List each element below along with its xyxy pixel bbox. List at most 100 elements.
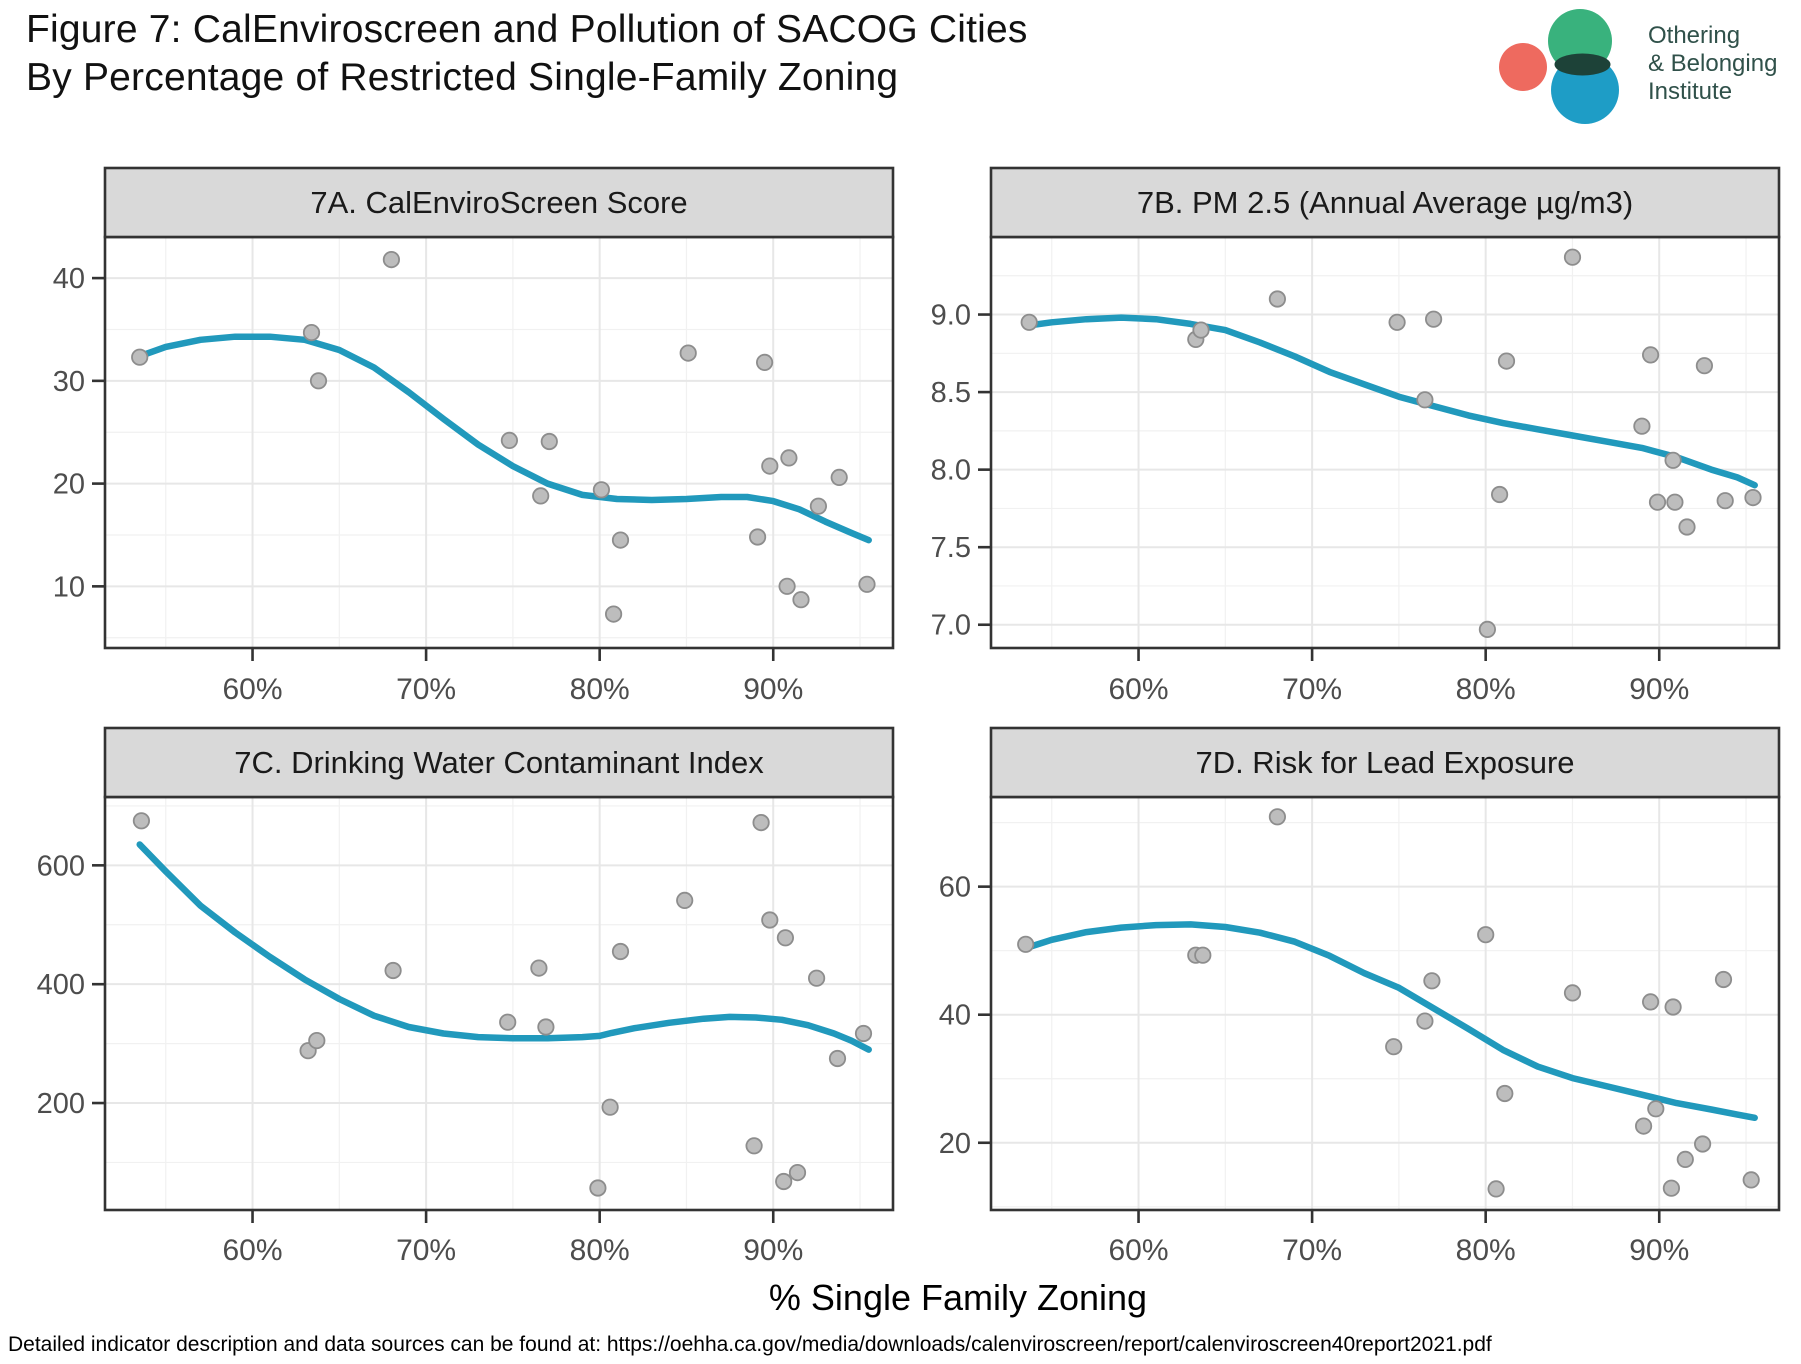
x-tick-label: 70% bbox=[1282, 1234, 1342, 1267]
data-point bbox=[1563, 984, 1582, 1002]
figure-panels-svg: 7A. CalEnviroScreen Score 60% 70% 80% 90% 10 2… bbox=[37, 166, 1781, 1318]
strip-title: 7D. Risk for Lead Exposure bbox=[1195, 745, 1574, 780]
data-point bbox=[131, 348, 149, 366]
logo-salmon-circle-icon bbox=[1499, 43, 1547, 91]
data-point bbox=[530, 959, 548, 977]
data-point bbox=[830, 468, 848, 486]
panel-7a: 7A. CalEnviroScreen Score 60% 70% 80% 90% 10 2… bbox=[53, 166, 895, 706]
data-point bbox=[499, 1013, 517, 1031]
data-point bbox=[1268, 290, 1287, 308]
data-point bbox=[1487, 1180, 1505, 1198]
data-point bbox=[809, 497, 828, 515]
figure-title-line2: By Percentage of Restricted Single-Famil… bbox=[26, 55, 899, 99]
obi-logo-icon bbox=[1499, 9, 1619, 124]
data-point bbox=[1744, 488, 1762, 507]
data-point bbox=[1477, 926, 1495, 944]
logo-overlap-shape bbox=[1554, 53, 1611, 76]
plot-background bbox=[105, 797, 893, 1210]
data-point bbox=[1642, 346, 1660, 364]
x-tick-label: 60% bbox=[1109, 1234, 1169, 1267]
data-point bbox=[1194, 946, 1212, 964]
data-point bbox=[761, 457, 779, 475]
y-tick-label: 7.5 bbox=[931, 532, 971, 564]
strip-background bbox=[989, 166, 1781, 239]
data-point bbox=[1662, 1179, 1681, 1197]
data-point bbox=[1714, 970, 1733, 989]
obi-logo-line2: & Belonging bbox=[1648, 50, 1778, 77]
y-tick-label: 400 bbox=[37, 969, 85, 1001]
data-point bbox=[1192, 321, 1210, 339]
y-tick-label: 10 bbox=[53, 571, 85, 603]
data-point bbox=[1694, 1135, 1712, 1153]
data-point bbox=[1478, 620, 1497, 638]
data-point bbox=[1563, 248, 1582, 266]
plot-background bbox=[991, 797, 1779, 1210]
x-tick-label: 80% bbox=[570, 673, 630, 706]
data-point bbox=[745, 1137, 763, 1155]
data-point bbox=[604, 605, 623, 623]
obi-logo-text: Othering & Belonging Institute bbox=[1648, 22, 1777, 106]
data-point bbox=[540, 432, 558, 451]
data-point bbox=[1017, 935, 1035, 953]
x-tick-label: 60% bbox=[1109, 673, 1169, 706]
data-point bbox=[1633, 417, 1651, 435]
data-point bbox=[611, 531, 630, 549]
data-point bbox=[537, 1018, 555, 1036]
loess-line bbox=[136, 333, 872, 544]
y-tick-label: 40 bbox=[939, 1000, 971, 1032]
data-point bbox=[775, 1172, 793, 1191]
data-point bbox=[1642, 993, 1660, 1011]
obi-logo-line3: Institute bbox=[1648, 78, 1733, 105]
footer-source-note: Detailed indicator description and data … bbox=[8, 1333, 1492, 1356]
data-point bbox=[1695, 357, 1714, 375]
data-point bbox=[1388, 313, 1406, 331]
data-point bbox=[1416, 391, 1434, 409]
y-tick-label: 600 bbox=[37, 850, 85, 882]
data-point bbox=[1496, 1084, 1514, 1103]
figure-title-line1: Figure 7: CalEnviroscreen and Pollution … bbox=[26, 8, 1028, 51]
data-point bbox=[1425, 310, 1443, 328]
data-point bbox=[1678, 518, 1696, 536]
x-tick-label: 70% bbox=[396, 1234, 456, 1267]
x-tick-label: 70% bbox=[396, 673, 456, 706]
panel-7d: 7D. Risk for Lead Exposure 60% 70% 80% 90% 20… bbox=[939, 726, 1781, 1267]
data-point bbox=[755, 353, 774, 371]
data-point bbox=[828, 1049, 847, 1068]
data-point bbox=[500, 431, 518, 449]
y-tick-label: 20 bbox=[939, 1128, 971, 1160]
data-point bbox=[1635, 1117, 1653, 1135]
y-tick-label: 60 bbox=[939, 872, 971, 904]
data-point bbox=[788, 1163, 807, 1182]
x-tick-label: 70% bbox=[1282, 673, 1342, 706]
data-point bbox=[761, 911, 779, 929]
x-tick-label: 90% bbox=[743, 1234, 803, 1267]
plot-background bbox=[105, 237, 893, 648]
data-point bbox=[1648, 493, 1667, 511]
x-tick-label: 90% bbox=[743, 673, 803, 706]
data-point bbox=[601, 1098, 619, 1116]
data-point bbox=[807, 969, 826, 987]
panel-7c: 7C. Drinking Water Contaminant Index 60% 7… bbox=[37, 726, 895, 1267]
plot-background bbox=[991, 237, 1779, 648]
data-point bbox=[1416, 1012, 1434, 1030]
loess-line bbox=[136, 841, 872, 1053]
x-tick-label: 60% bbox=[223, 673, 283, 706]
loess-line bbox=[1022, 921, 1758, 1122]
x-tick-label: 80% bbox=[1456, 1234, 1516, 1267]
strip-title: 7C. Drinking Water Contaminant Index bbox=[234, 745, 764, 780]
y-tick-label: 9.0 bbox=[931, 300, 971, 332]
data-point bbox=[309, 372, 328, 390]
data-point bbox=[778, 577, 796, 595]
data-point bbox=[1676, 1150, 1694, 1169]
strip-title: 7B. PM 2.5 (Annual Average µg/m3) bbox=[1137, 185, 1633, 220]
x-tick-label: 80% bbox=[1456, 673, 1516, 706]
data-point bbox=[1664, 451, 1682, 469]
data-point bbox=[1491, 485, 1509, 504]
data-point bbox=[382, 251, 400, 269]
strip-background bbox=[989, 726, 1781, 799]
loess-line bbox=[1025, 314, 1758, 489]
x-tick-label: 60% bbox=[223, 1234, 283, 1267]
data-point bbox=[1647, 1100, 1665, 1118]
x-tick-label: 90% bbox=[1629, 1234, 1689, 1267]
data-point bbox=[1268, 808, 1287, 826]
